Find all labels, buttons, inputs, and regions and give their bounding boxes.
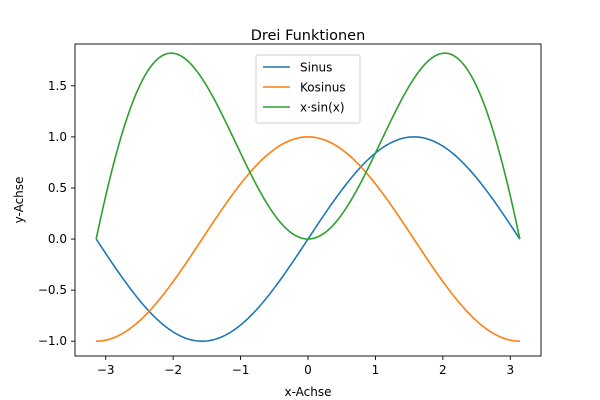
x-tick-label: 1 [372, 363, 380, 377]
legend-box [255, 54, 361, 124]
y-tick-label: −0.5 [38, 283, 67, 297]
y-ticks: −1.0 −0.5 0.0 0.5 1.0 1.5 [38, 79, 75, 348]
plot-lines [95, 52, 521, 343]
legend-label-1: Sinus [300, 61, 332, 75]
x-tick-label: −1 [232, 363, 250, 377]
legend: Sinus Kosinus x·sin(x) [255, 54, 361, 124]
y-tick-label: 0.5 [48, 181, 67, 195]
y-axis-label: y-Achse [12, 177, 26, 224]
legend-label-3: x·sin(x) [300, 101, 345, 115]
y-tick-label: 1.5 [48, 79, 67, 93]
y-tick-label: −1.0 [38, 334, 67, 348]
legend-label-2: Kosinus [300, 81, 346, 95]
y-tick-label: 0.0 [48, 232, 67, 246]
x-tick-label: −2 [164, 363, 182, 377]
series-line-3 [95, 52, 521, 240]
x-axis-label: x-Achse [284, 385, 331, 399]
chart-title: Drei Funktionen [251, 28, 366, 44]
x-tick-label: −3 [97, 363, 115, 377]
y-tick-label: 1.0 [48, 130, 67, 144]
x-ticks: −3 −2 −1 0 1 2 3 [97, 356, 514, 377]
x-tick-label: 2 [439, 363, 447, 377]
series-line-2 [96, 136, 520, 343]
x-tick-label: 0 [304, 363, 312, 377]
x-tick-label: 3 [506, 363, 514, 377]
